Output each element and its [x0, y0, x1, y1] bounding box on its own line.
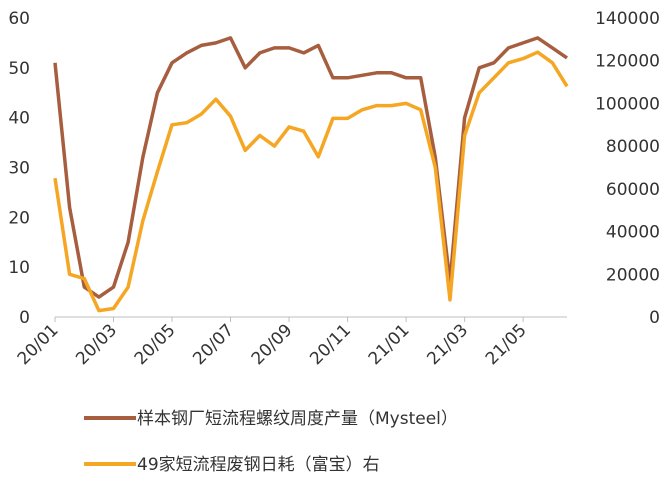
x-tick-label: 20/09 [248, 320, 297, 369]
x-tick-label: 20/05 [131, 320, 180, 369]
series-line [53, 50, 569, 313]
y2-tick-label: 60000 [606, 180, 660, 200]
y-tick-label: 0 [19, 308, 30, 328]
y-tick-label: 30 [8, 159, 30, 179]
y-tick-label: 40 [8, 109, 30, 129]
x-tick-label: 21/05 [482, 320, 531, 369]
legend-label: 样本钢厂短流程螺纹周度产量（Mysteel） [137, 409, 458, 429]
y2-tick-label: 80000 [606, 137, 660, 157]
x-tick-label: 20/03 [72, 320, 121, 369]
legend-label: 49家短流程废钢日耗（富宝）右 [137, 455, 380, 475]
y-tick-label: 10 [8, 258, 30, 278]
x-tick-label: 20/11 [306, 320, 355, 369]
y-tick-label: 60 [8, 9, 30, 29]
y2-tick-label: 40000 [606, 223, 660, 243]
series-line [53, 36, 568, 299]
y-tick-label: 50 [8, 59, 30, 79]
y2-tick-label: 0 [649, 308, 660, 328]
y-tick-label: 20 [8, 208, 30, 228]
y2-tick-label: 100000 [595, 94, 660, 114]
y2-tick-label: 140000 [595, 9, 660, 29]
y2-tick-label: 120000 [595, 52, 660, 72]
x-tick-label: 21/01 [365, 320, 414, 369]
x-tick-label: 21/03 [423, 320, 472, 369]
x-tick-label: 20/07 [189, 320, 238, 369]
y2-tick-label: 20000 [606, 265, 660, 285]
